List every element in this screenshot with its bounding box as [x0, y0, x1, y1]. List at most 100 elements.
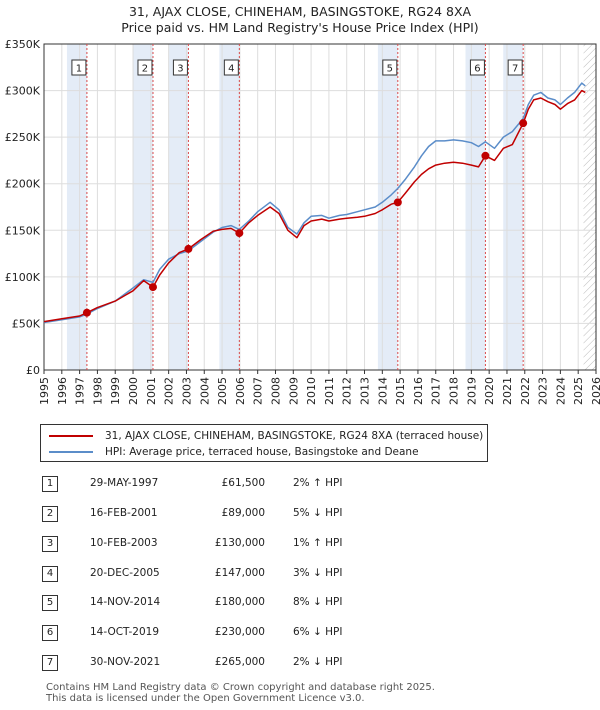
- legend-hpi: HPI: Average price, terraced house, Basi…: [49, 444, 419, 460]
- legend-price-paid: 31, AJAX CLOSE, CHINEHAM, BASINGSTOKE, R…: [49, 428, 483, 444]
- x-tick-label: 2013: [359, 377, 372, 405]
- transaction-row: 5 14-NOV-2014 £180,000 8% ↓ HPI: [0, 592, 600, 618]
- transaction-marker-number: 3: [177, 64, 183, 75]
- transaction-price: £147,000: [214, 567, 265, 579]
- x-tick-label: 2018: [448, 377, 461, 405]
- x-tick-label: 1999: [109, 377, 122, 405]
- x-tick-label: 2000: [127, 377, 140, 405]
- x-tick-label: 2012: [341, 377, 354, 405]
- y-tick-label: £200K: [5, 178, 41, 191]
- y-tick-label: £150K: [5, 224, 41, 237]
- x-tick-label: 2011: [323, 377, 336, 405]
- transaction-date: 14-OCT-2019: [90, 626, 159, 638]
- transaction-marker-box: [507, 59, 523, 76]
- y-tick-label: £0: [26, 364, 40, 377]
- transaction-date: 30-NOV-2021: [90, 656, 161, 668]
- x-tick-label: 2009: [287, 377, 300, 405]
- transaction-marker-number: 5: [387, 64, 393, 75]
- transaction-shade: [465, 44, 486, 370]
- y-tick-label: £250K: [5, 131, 41, 144]
- forecast-hatch: [583, 44, 596, 370]
- transaction-point: [393, 198, 402, 207]
- transaction-date: 14-NOV-2014: [90, 596, 161, 608]
- transaction-marker-number: 4: [228, 64, 234, 75]
- transaction-shade: [503, 44, 524, 370]
- x-tick-label: 2010: [305, 377, 318, 405]
- transaction-date: 10-FEB-2003: [90, 537, 158, 549]
- x-tick-label: 2024: [554, 377, 567, 405]
- x-tick-label: 1995: [38, 377, 51, 405]
- transaction-point: [235, 229, 244, 238]
- y-tick-label: £300K: [5, 85, 41, 98]
- transaction-hpi: 3% ↓ HPI: [293, 567, 343, 579]
- x-tick-label: 2004: [198, 377, 211, 405]
- transaction-hpi: 8% ↓ HPI: [293, 596, 343, 608]
- x-tick-label: 2008: [269, 377, 282, 405]
- transaction-marker-box: [469, 59, 485, 76]
- transaction-number: 6: [42, 625, 58, 641]
- transaction-date: 20-DEC-2005: [90, 567, 160, 579]
- x-tick-label: 2005: [216, 377, 229, 405]
- hpi-line: [43, 82, 586, 324]
- transaction-point: [82, 308, 91, 317]
- y-tick-label: £50K: [12, 317, 41, 330]
- x-tick-label: 1998: [91, 377, 104, 405]
- transaction-point: [148, 283, 157, 292]
- footer-copyright: Contains HM Land Registry data © Crown c…: [46, 682, 435, 693]
- transaction-number: 4: [42, 566, 58, 582]
- x-tick-label: 2001: [145, 377, 158, 405]
- transaction-row: 2 16-FEB-2001 £89,000 5% ↓ HPI: [0, 503, 600, 529]
- transaction-row: 1 29-MAY-1997 £61,500 2% ↑ HPI: [0, 473, 600, 499]
- x-tick-label: 2017: [430, 377, 443, 405]
- transaction-price: £230,000: [214, 626, 265, 638]
- transaction-marker-box: [223, 59, 239, 76]
- transaction-hpi: 6% ↓ HPI: [293, 626, 343, 638]
- transaction-price: £265,000: [214, 656, 265, 668]
- transaction-price: £130,000: [214, 537, 265, 549]
- transaction-number: 7: [42, 655, 58, 671]
- transaction-row: 4 20-DEC-2005 £147,000 3% ↓ HPI: [0, 563, 600, 589]
- transaction-hpi: 2% ↑ HPI: [293, 477, 343, 489]
- transaction-row: 3 10-FEB-2003 £130,000 1% ↑ HPI: [0, 533, 600, 559]
- plot-border: [43, 43, 597, 371]
- legend: 31, AJAX CLOSE, CHINEHAM, BASINGSTOKE, R…: [40, 424, 488, 462]
- transaction-shade: [66, 44, 87, 370]
- x-tick-label: 2002: [163, 377, 176, 405]
- transaction-number: 1: [42, 476, 58, 492]
- footer: Contains HM Land Registry data © Crown c…: [46, 682, 435, 704]
- transaction-point: [481, 151, 490, 160]
- legend-price-swatch: [49, 435, 93, 437]
- legend-hpi-swatch: [49, 451, 93, 453]
- chart-subtitle: Price paid vs. HM Land Registry's House …: [121, 20, 479, 35]
- transaction-shade: [219, 44, 240, 370]
- x-tick-label: 2015: [394, 377, 407, 405]
- transaction-shade: [133, 44, 153, 370]
- transaction-row: 7 30-NOV-2021 £265,000 2% ↓ HPI: [0, 652, 600, 678]
- transaction-point: [519, 119, 528, 128]
- x-tick-label: 2003: [180, 377, 193, 405]
- chart-title: 31, AJAX CLOSE, CHINEHAM, BASINGSTOKE, R…: [128, 4, 472, 19]
- x-tick-label: 2006: [234, 377, 247, 405]
- transaction-hpi: 2% ↓ HPI: [293, 656, 343, 668]
- transaction-number: 5: [42, 595, 58, 611]
- transaction-marker-box: [71, 59, 87, 76]
- x-tick-label: 1996: [56, 377, 69, 405]
- transaction-marker-box: [172, 59, 188, 76]
- x-tick-label: 2022: [519, 377, 532, 405]
- transaction-price: £180,000: [214, 596, 265, 608]
- x-tick-label: 2020: [483, 377, 496, 405]
- transaction-number: 3: [42, 536, 58, 552]
- y-tick-label: £350K: [5, 38, 41, 51]
- legend-price-label: 31, AJAX CLOSE, CHINEHAM, BASINGSTOKE, R…: [105, 430, 484, 442]
- transaction-point: [184, 244, 193, 253]
- x-tick-label: 2014: [376, 377, 389, 405]
- x-tick-label: 2023: [537, 377, 550, 405]
- transaction-marker-box: [382, 59, 398, 76]
- x-tick-label: 2025: [572, 377, 585, 405]
- x-tick-label: 2021: [501, 377, 514, 405]
- y-tick-label: £100K: [5, 271, 41, 284]
- x-tick-label: 2007: [252, 377, 265, 405]
- transaction-row: 6 14-OCT-2019 £230,000 6% ↓ HPI: [0, 622, 600, 648]
- transaction-hpi: 1% ↑ HPI: [293, 537, 343, 549]
- x-tick-label: 1997: [74, 377, 87, 405]
